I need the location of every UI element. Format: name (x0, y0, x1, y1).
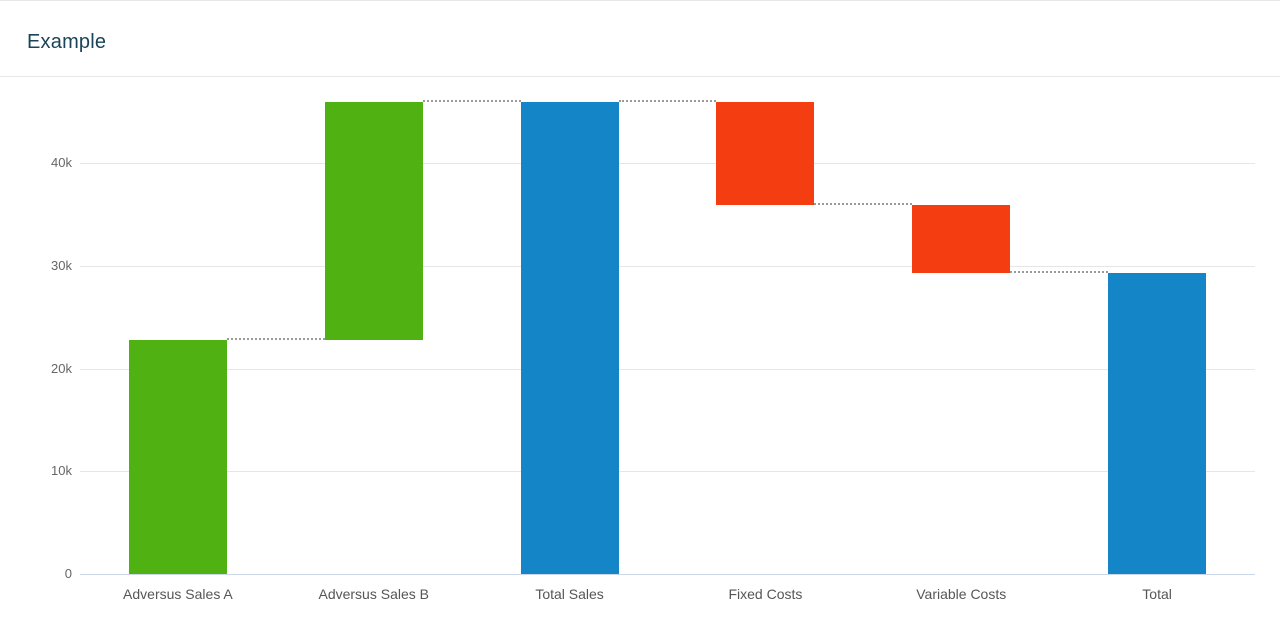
y-axis-label-20k: 20k (51, 360, 72, 376)
gridline (80, 163, 1255, 164)
connector-line-3 (618, 100, 717, 103)
chart-header: Example (0, 1, 1280, 77)
x-axis-label-total: Total (1142, 586, 1172, 602)
y-axis-label-30k: 30k (51, 257, 72, 273)
waterfall-bar-total[interactable] (1108, 272, 1207, 574)
x-axis-label-fixed-costs: Fixed Costs (728, 586, 803, 602)
waterfall-bar-adversus-sales-a[interactable] (128, 339, 227, 574)
waterfall-bar-total-sales[interactable] (520, 102, 619, 574)
connector-line-5 (1010, 270, 1109, 273)
connector-line-4 (814, 203, 913, 206)
y-axis-label-0: 0 (64, 566, 72, 581)
waterfall-bar-fixed-costs[interactable] (716, 102, 815, 206)
waterfall-bar-variable-costs[interactable] (912, 205, 1011, 273)
y-axis-label-10k: 10k (51, 463, 72, 479)
y-axis-label-40k: 40k (51, 155, 72, 170)
x-axis-label-total-sales: Total Sales (535, 586, 604, 602)
connector-line-1 (226, 337, 325, 340)
gridline (80, 265, 1255, 267)
gridline (80, 368, 1255, 370)
x-axis-label-variable-costs: Variable Costs (916, 586, 1007, 602)
x-axis-line (80, 574, 1255, 575)
gridline (80, 471, 1255, 473)
x-axis-label-adversus-sales-b: Adversus Sales B (318, 586, 429, 602)
waterfall-bar-adversus-sales-b[interactable] (324, 102, 423, 340)
connector-line-2 (422, 100, 521, 103)
chart-title: Example (27, 31, 107, 53)
x-axis-label-adversus-sales-a: Adversus Sales A (123, 586, 233, 602)
